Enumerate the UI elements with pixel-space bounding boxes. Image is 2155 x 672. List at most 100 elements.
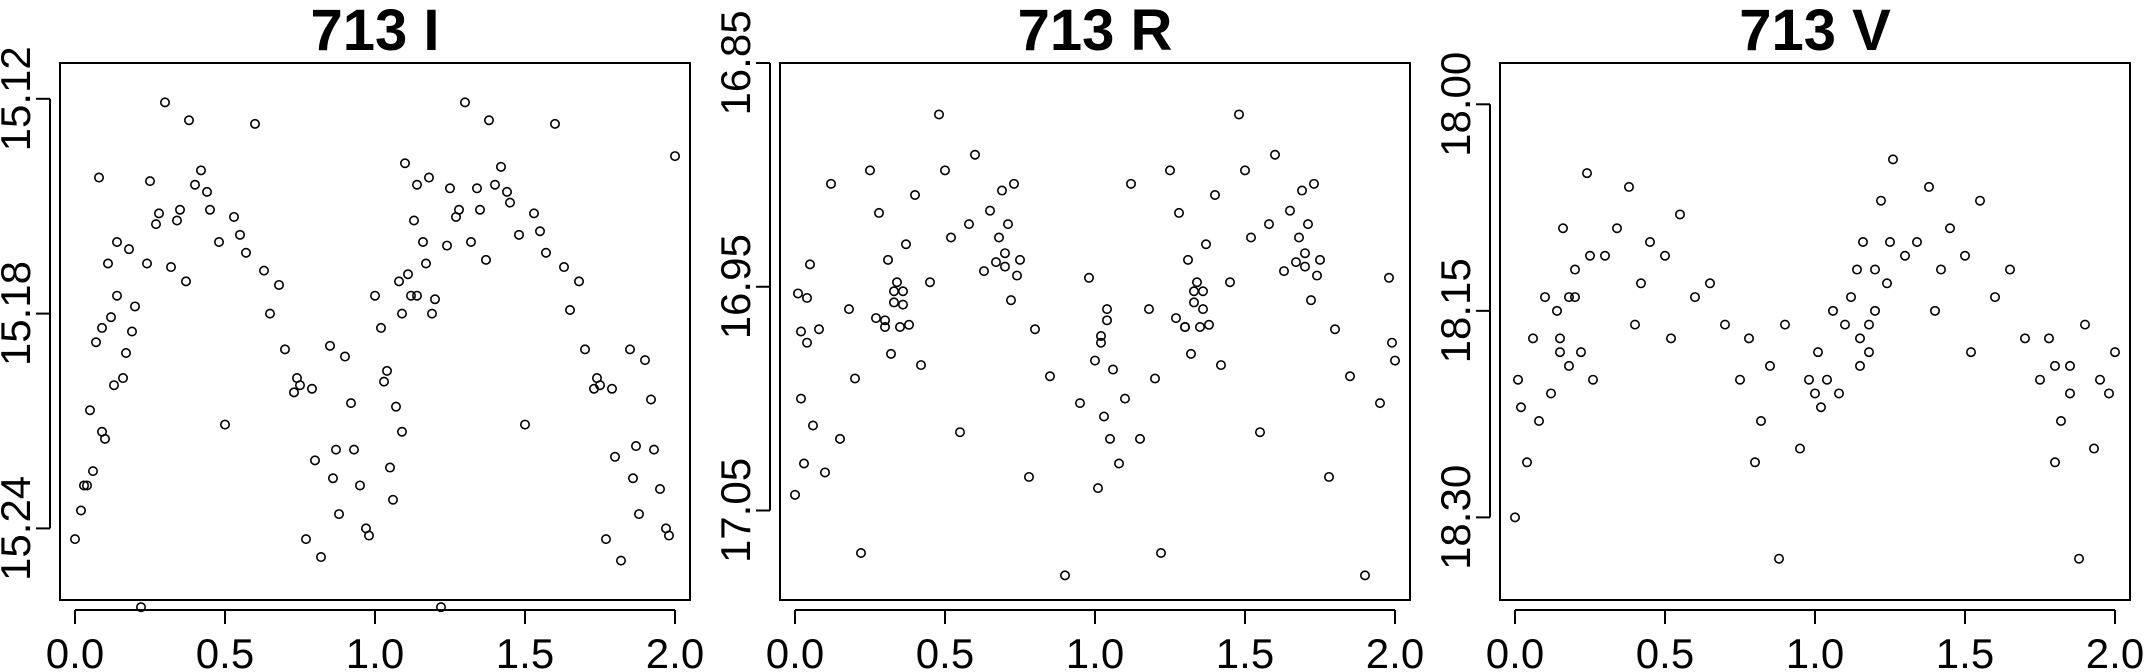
data-point [1254, 427, 1265, 438]
data-point [1278, 266, 1289, 277]
data-point [2064, 388, 2075, 399]
data-point [654, 484, 665, 495]
data-point [103, 258, 114, 269]
data-point [579, 344, 590, 355]
data-point [1555, 333, 1566, 344]
data-point [627, 473, 638, 484]
data-point [796, 326, 807, 337]
data-point [549, 118, 560, 129]
data-point [1645, 237, 1656, 248]
data-point [375, 322, 386, 333]
data-point [802, 337, 813, 348]
data-point [196, 165, 207, 176]
data-point [1570, 292, 1581, 303]
data-point [1299, 248, 1310, 259]
data-point [121, 347, 132, 358]
data-point [1944, 223, 1955, 234]
data-point [898, 286, 909, 297]
data-point [2055, 415, 2066, 426]
data-point [880, 315, 891, 326]
data-point [996, 185, 1007, 196]
data-point [564, 305, 575, 316]
data-point [1690, 292, 1701, 303]
data-point [558, 262, 569, 273]
data-point [2109, 347, 2120, 358]
data-point [1173, 207, 1184, 218]
x-tick-label: 2.0 [1366, 630, 1424, 672]
data-point [2103, 388, 2114, 399]
data-point [874, 207, 885, 218]
data-point [513, 229, 524, 240]
data-point [1974, 195, 1985, 206]
data-point [895, 322, 906, 333]
data-point [1660, 250, 1671, 261]
data-point [645, 394, 656, 405]
data-point [1911, 237, 1922, 248]
y-tick-label: 15.12 [0, 46, 39, 151]
data-point [883, 254, 894, 265]
data-point [898, 299, 909, 310]
data-point [1023, 471, 1034, 482]
data-point [166, 262, 177, 273]
data-point [384, 462, 395, 473]
data-point [1245, 232, 1256, 243]
data-point [94, 172, 105, 183]
data-point [1854, 360, 1865, 371]
x-tick-label: 0.0 [1486, 630, 1544, 672]
data-point [1074, 398, 1085, 409]
data-point [1576, 347, 1587, 358]
data-point [172, 215, 183, 226]
data-point [273, 279, 284, 290]
y-tick-label: 18.00 [1432, 52, 1479, 157]
x-tick-label: 0.5 [1636, 630, 1694, 672]
data-point [1194, 322, 1205, 333]
data-point [1209, 190, 1220, 201]
data-point [142, 258, 153, 269]
data-point [2049, 360, 2060, 371]
data-point [1935, 264, 1946, 275]
data-point [453, 204, 464, 215]
chart-title: 713 I [311, 0, 440, 63]
data-point [1833, 388, 1844, 399]
data-point [648, 444, 659, 455]
data-point [402, 269, 413, 280]
data-point [97, 322, 108, 333]
data-point [802, 292, 813, 303]
data-point [904, 319, 915, 330]
data-point [426, 308, 437, 319]
data-point [850, 373, 861, 384]
data-point [264, 308, 275, 319]
data-point [420, 258, 431, 269]
data-point [2034, 374, 2045, 385]
x-tick-label: 1.0 [1066, 630, 1124, 672]
data-point [826, 178, 837, 189]
data-point [1098, 411, 1109, 422]
data-point [381, 365, 392, 376]
data-point [1887, 154, 1898, 165]
data-point [1119, 393, 1130, 404]
data-point [1965, 347, 1976, 358]
data-point [1134, 433, 1145, 444]
data-point [805, 259, 816, 270]
data-point [220, 419, 231, 430]
data-point [534, 226, 545, 237]
data-point [1083, 272, 1094, 283]
data-point [405, 290, 416, 301]
data-point [999, 248, 1010, 259]
data-point [411, 290, 422, 301]
data-point [946, 232, 957, 243]
data-point [955, 427, 966, 438]
y-tick-label: 16.85 [712, 10, 759, 115]
data-point [984, 205, 995, 216]
data-point [1101, 315, 1112, 326]
data-point [85, 405, 96, 416]
data-point [1092, 483, 1103, 494]
data-point [990, 257, 1001, 268]
x-tick-label: 1.0 [346, 630, 404, 672]
data-point [1624, 181, 1635, 192]
data-point [1044, 371, 1055, 382]
data-point [1513, 374, 1524, 385]
data-point [1188, 297, 1199, 308]
data-point [2004, 264, 2015, 275]
data-point [1197, 304, 1208, 315]
